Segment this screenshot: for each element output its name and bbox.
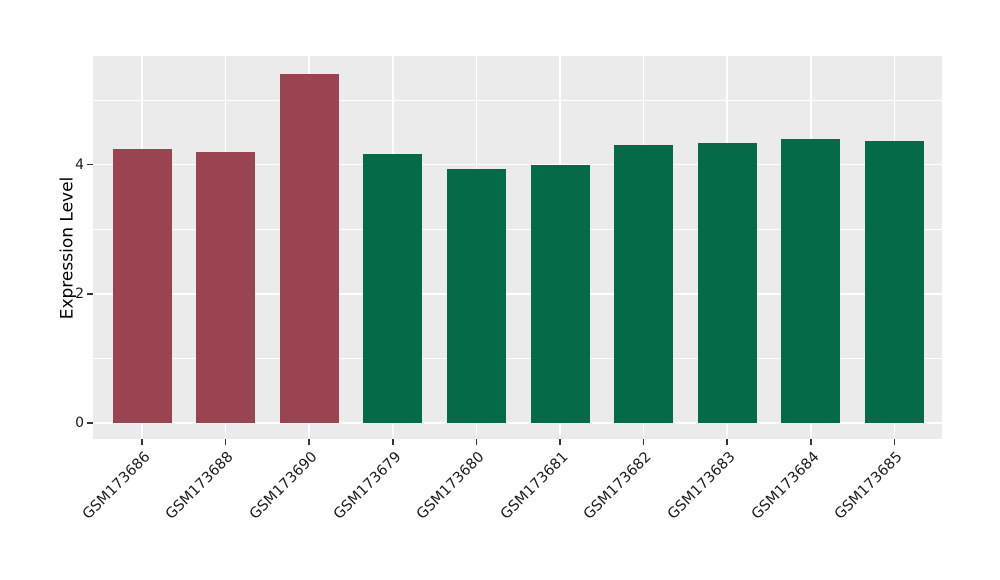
x-tick-label-GSM173681: GSM173681 (497, 449, 572, 523)
plot-area (93, 56, 942, 439)
y-tick-mark-4 (87, 163, 93, 166)
bar-GSM173684 (781, 138, 841, 423)
y-tick-mark-2 (87, 293, 93, 295)
y-tick-mark-0 (87, 422, 93, 424)
x-tick-label-GSM173679: GSM173679 (330, 449, 405, 523)
bar-GSM173690 (279, 73, 339, 423)
x-tick-mark-GSM173688 (224, 439, 227, 445)
x-tick-label-GSM173683: GSM173683 (664, 449, 739, 523)
major-gridline-y4 (93, 163, 942, 166)
bar-GSM173685 (864, 140, 924, 423)
major-gridline-y2 (93, 293, 942, 295)
y-axis-title: Expression Level (56, 56, 78, 439)
major-gridline-y0 (93, 422, 942, 424)
x-tick-label-GSM173682: GSM173682 (581, 449, 655, 523)
x-tick-mark-GSM173680 (475, 439, 478, 445)
x-tick-label-GSM173680: GSM173680 (413, 449, 488, 523)
x-tick-mark-GSM173682 (642, 439, 645, 445)
bar-GSM173680 (446, 169, 506, 423)
bar-GSM173688 (196, 152, 256, 423)
x-tick-label-GSM173685: GSM173685 (831, 449, 906, 523)
x-tick-mark-GSM173683 (726, 439, 728, 445)
minor-gridline-y5 (93, 99, 942, 101)
bar-GSM173682 (614, 145, 674, 423)
x-tick-label-GSM173684: GSM173684 (748, 449, 823, 523)
x-tick-mark-GSM173681 (559, 439, 561, 445)
minor-gridline-y3 (93, 228, 942, 230)
x-tick-mark-GSM173686 (141, 439, 143, 445)
bar-GSM173686 (112, 149, 172, 423)
x-tick-mark-GSM173679 (392, 439, 394, 445)
x-tick-label-GSM173688: GSM173688 (163, 449, 237, 523)
x-tick-label-GSM173686: GSM173686 (79, 449, 154, 523)
y-tick-label-0: 0 (75, 415, 84, 431)
bar-GSM173683 (697, 143, 757, 423)
x-tick-mark-GSM173690 (308, 439, 310, 445)
x-tick-mark-GSM173685 (893, 439, 896, 445)
y-tick-label-2: 2 (75, 285, 84, 302)
minor-gridline-y1 (93, 357, 942, 359)
bar-GSM173679 (363, 153, 423, 423)
x-tick-label-GSM173690: GSM173690 (246, 449, 321, 523)
x-tick-mark-GSM173684 (810, 439, 812, 445)
bar-GSM173681 (530, 164, 590, 423)
y-tick-label-4: 4 (75, 156, 84, 173)
